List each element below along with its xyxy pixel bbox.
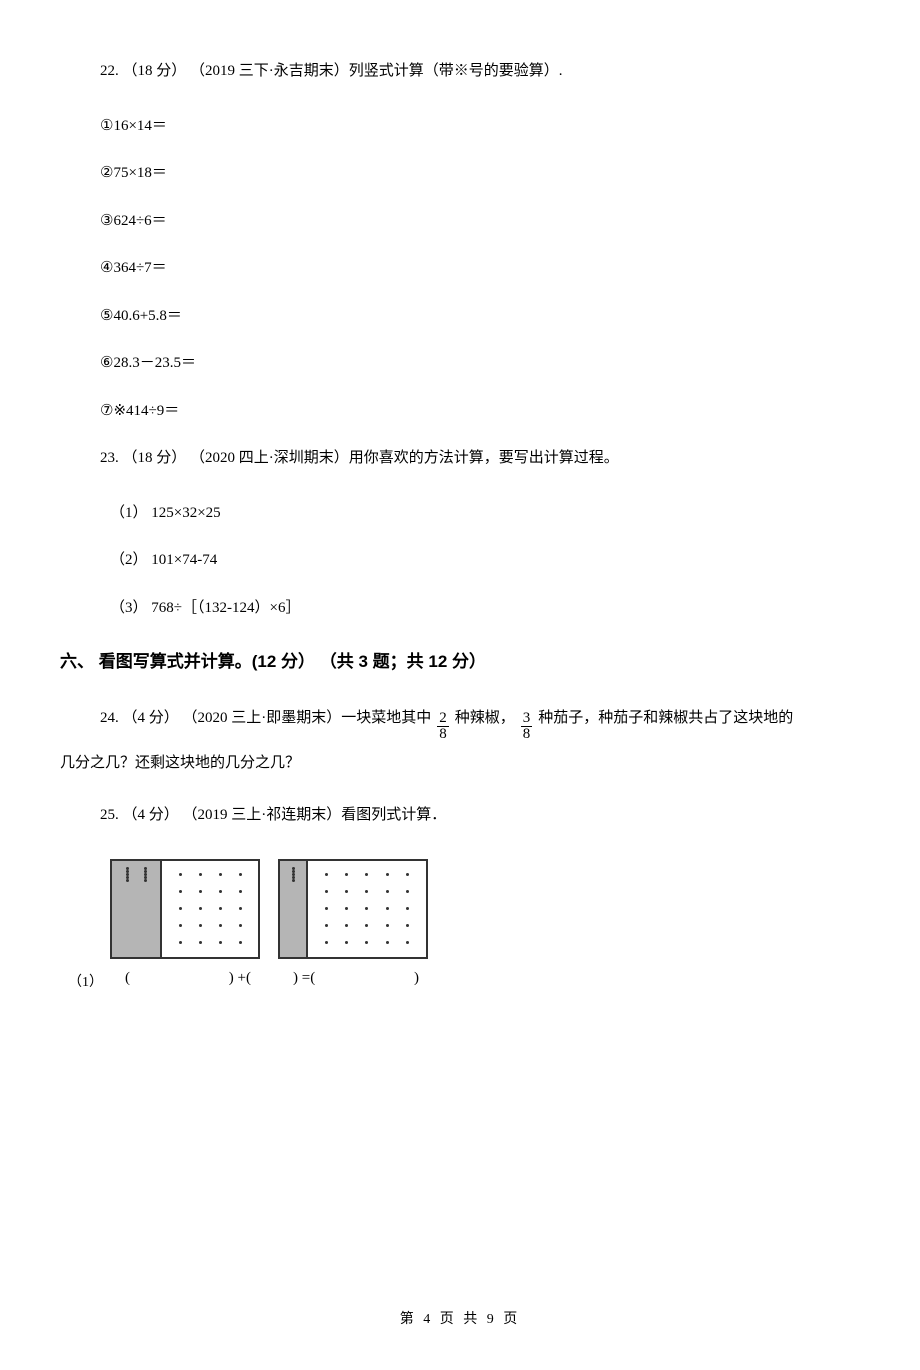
q22-item-4: ④364÷7＝ xyxy=(60,257,860,280)
q24-mid2: 种茄子，种茄子和辣椒共占了这块地的 xyxy=(538,707,793,730)
q24-frac1-top: 2 xyxy=(437,711,449,727)
q24-prefix: 24. （4 分） （2020 三上·即墨期末）一块菜地其中 xyxy=(100,707,431,730)
fig-index: （1） xyxy=(68,972,103,993)
paren-eq: ) =( xyxy=(293,967,315,990)
q24: 24. （4 分） （2020 三上·即墨期末）一块菜地其中 2 8 种辣椒， … xyxy=(60,707,860,775)
fig-box-2-shaded-dots xyxy=(280,861,306,888)
paren-close: ) xyxy=(414,967,419,990)
q23-item-1: （1） 125×32×25 xyxy=(60,502,860,525)
q24-line1: 24. （4 分） （2020 三上·即墨期末）一块菜地其中 2 8 种辣椒， … xyxy=(100,707,860,742)
fig-box-2-shaded xyxy=(280,861,308,957)
q23-item-2: （2） 101×74-74 xyxy=(60,549,860,572)
q24-line2: 几分之几？还剩这块地的几分之几？ xyxy=(60,752,860,775)
page-footer: 第 4 页 共 9 页 xyxy=(60,1309,860,1330)
q25-header: 25. （4 分） （2019 三上·祁连期末）看图列式计算． xyxy=(60,804,860,827)
fig-boxes: （1） ( ) +( ) =( ) xyxy=(110,859,449,990)
q24-frac2-top: 3 xyxy=(521,711,533,727)
fig-box-1 xyxy=(110,859,260,959)
q23-item-3: （3） 768÷［（132-124）×6］ xyxy=(60,597,860,620)
q24-frac2-bot: 8 xyxy=(521,727,533,742)
fig-box-2-dots xyxy=(308,861,426,957)
q22-item-1: ①16×14＝ xyxy=(60,115,860,138)
fig-box-1-dots xyxy=(162,861,258,957)
q22-header: 22. （18 分） （2019 三下·永吉期末）列竖式计算（带※号的要验算）. xyxy=(60,60,860,83)
q22-item-7: ⑦※414÷9＝ xyxy=(60,400,860,423)
q22-item-2: ②75×18＝ xyxy=(60,162,860,185)
q23-header: 23. （18 分） （2020 四上·深圳期末）用你喜欢的方法计算，要写出计算… xyxy=(60,447,860,470)
fig-box-2 xyxy=(278,859,428,959)
paren-r-plus: ) +( xyxy=(229,967,251,990)
q22-item-6: ⑥28.3－23.5＝ xyxy=(60,352,860,375)
fig-box-1-shaded-dots xyxy=(112,861,160,888)
section6-title: 六、 看图写算式并计算。(12 分） （共 3 题；共 12 分） xyxy=(60,649,860,675)
q24-frac1-bot: 8 xyxy=(437,727,449,742)
paren-l-1: ( xyxy=(125,967,130,990)
q22-item-3: ③624÷6＝ xyxy=(60,210,860,233)
q24-frac2: 3 8 xyxy=(521,711,533,742)
figure-container: （1） ( ) +( ) =( ) xyxy=(60,859,860,990)
q24-frac1: 2 8 xyxy=(437,711,449,742)
q22-item-5: ⑤40.6+5.8＝ xyxy=(60,305,860,328)
fig-box-1-shaded xyxy=(112,861,162,957)
q24-mid1: 种辣椒， xyxy=(455,707,515,730)
